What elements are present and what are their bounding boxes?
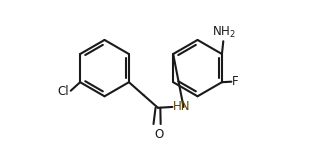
Text: Cl: Cl xyxy=(58,85,69,98)
Text: NH$_2$: NH$_2$ xyxy=(212,25,236,40)
Text: O: O xyxy=(154,128,164,141)
Text: F: F xyxy=(232,75,239,88)
Text: HN: HN xyxy=(173,100,191,113)
